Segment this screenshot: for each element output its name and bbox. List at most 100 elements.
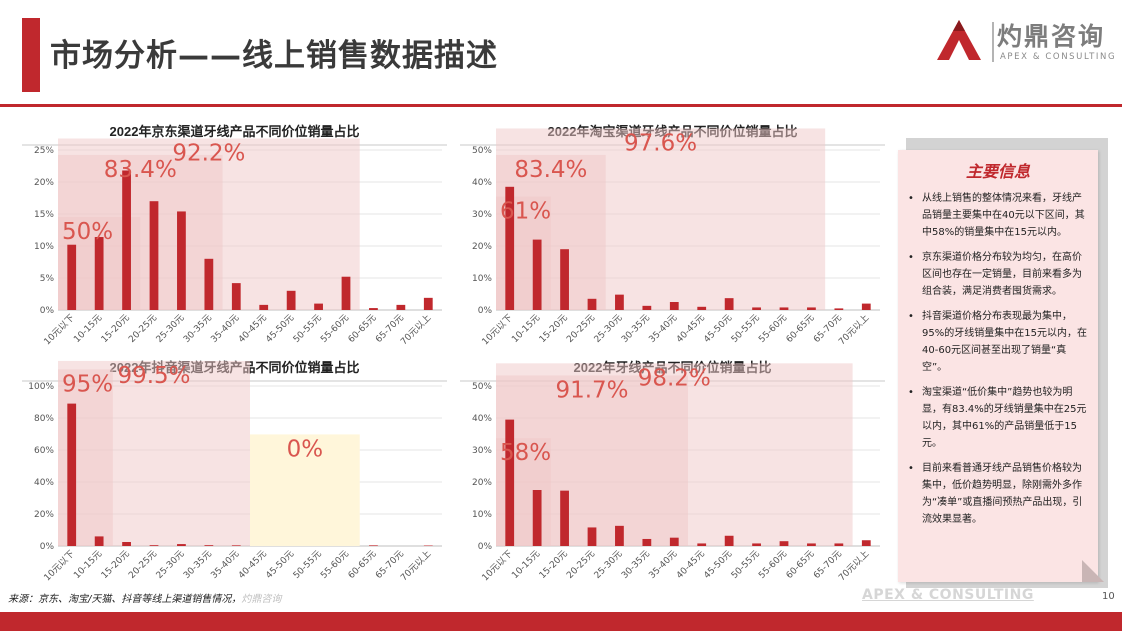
y-tick-label: 50%: [472, 146, 492, 156]
y-tick-label: 10%: [472, 510, 492, 520]
bar: [505, 419, 515, 546]
x-tick-label: 45-50元: [702, 313, 734, 345]
bar: [369, 308, 378, 310]
bar: [149, 201, 159, 310]
x-tick-label: 60-65元: [347, 313, 379, 345]
x-tick-label: 25-30元: [593, 313, 625, 345]
bar: [231, 545, 241, 546]
bar: [724, 298, 734, 310]
bar: [642, 305, 652, 310]
x-tick-label: 60-65元: [785, 313, 817, 345]
x-tick-label: 30-35元: [182, 549, 214, 581]
panel-page-curl: [1082, 560, 1104, 582]
y-tick-label: 0%: [40, 542, 55, 552]
bar: [669, 537, 679, 546]
x-tick-label: 40-45元: [237, 313, 269, 345]
y-tick-label: 50%: [472, 382, 492, 392]
x-tick-label: 40-45元: [237, 549, 269, 581]
bar: [314, 303, 323, 310]
bar: [532, 239, 542, 310]
annotation-label: 61%: [500, 199, 551, 225]
bar: [642, 538, 652, 546]
bar: [341, 276, 351, 310]
annotation-label: 50%: [62, 219, 113, 245]
x-tick-label: 55-60元: [319, 549, 351, 581]
bar: [861, 303, 871, 310]
logo-name-cn: 灼鼎咨询: [997, 22, 1106, 51]
x-tick-label: 30-35元: [182, 313, 214, 345]
x-tick-label: 10元以下: [43, 313, 77, 347]
y-tick-label: 0%: [478, 542, 493, 552]
x-tick-label: 20-25元: [565, 313, 597, 345]
x-tick-label: 10元以下: [481, 313, 515, 347]
chart-overall: 2022年牙线产品不同价位销量占比0%10%20%30%40%50%10元以下1…: [460, 354, 885, 592]
key-info-item: 抖音渠道价格分布表现最为集中，95%的牙线销量集中在15元以内，在40-60元区…: [906, 308, 1091, 376]
annotation-label: 95%: [62, 371, 113, 397]
panel-title: 主要信息: [965, 162, 1030, 181]
page-title: 市场分析——线上销售数据描述: [50, 38, 498, 74]
annotation-label: 83.4%: [104, 157, 177, 183]
key-info-item: 从线上销售的整体情况来看，牙线产品销量主要集中在40元以下区间，其中58%的销量…: [906, 190, 1091, 241]
x-tick-label: 15-20元: [538, 313, 570, 345]
y-tick-label: 40%: [472, 414, 492, 424]
bar: [122, 170, 131, 310]
x-tick-label: 50-55元: [730, 549, 762, 581]
footer-bar: [0, 612, 1122, 631]
bar: [94, 536, 104, 546]
bar: [615, 525, 624, 546]
y-tick-label: 0%: [478, 306, 493, 316]
bar: [779, 541, 789, 546]
bar: [697, 306, 707, 310]
bar: [615, 294, 624, 310]
y-tick-label: 25%: [34, 146, 54, 156]
y-tick-label: 15%: [34, 210, 54, 220]
key-info-item: 淘宝渠道“低价集中”趋势也较为明显，有83.4%的牙线销量集中在25元以内，其中…: [906, 384, 1091, 452]
y-tick-label: 20%: [472, 242, 492, 252]
x-tick-label: 35-40元: [209, 313, 241, 345]
bar: [369, 545, 378, 546]
x-tick-label: 70元以上: [836, 548, 871, 583]
x-tick-label: 10元以下: [43, 549, 77, 583]
x-tick-label: 35-40元: [647, 549, 679, 581]
bar: [560, 490, 569, 546]
bar: [231, 283, 241, 310]
source-note: 来源：京东、淘宝/天猫、抖音等线上渠道销售情况，灼鼎咨询: [8, 590, 281, 605]
x-tick-label: 25-30元: [593, 549, 625, 581]
key-info-item: 京东渠道价格分布较为均匀，在高价区间也存在一定销量，目前来看多为组合装，满足消费…: [906, 249, 1091, 300]
annotation-label: 91.7%: [555, 377, 628, 403]
chart-title: 2022年京东渠道牙线产品不同价位销量占比: [110, 124, 360, 139]
y-tick-label: 30%: [472, 210, 492, 220]
x-tick-label: 10-15元: [72, 313, 104, 345]
x-tick-label: 10-15元: [72, 549, 104, 581]
key-info-panel: 主要信息 从线上销售的整体情况来看，牙线产品销量主要集中在40元以下区间，其中5…: [898, 150, 1098, 582]
chart-douyin: 2022年抖音渠道牙线产品不同价位销量占比0%20%40%60%80%100%1…: [22, 354, 447, 592]
bar: [149, 545, 159, 546]
y-tick-label: 20%: [34, 178, 54, 188]
footer-brand: APEX & CONSULTING: [862, 587, 1034, 603]
source-text: 来源：京东、淘宝/天猫、抖音等线上渠道销售情况，: [8, 594, 242, 605]
x-tick-label: 15-20元: [100, 313, 132, 345]
bar: [204, 258, 214, 310]
x-tick-label: 45-50元: [264, 313, 296, 345]
x-tick-label: 20-25元: [127, 549, 159, 581]
bar: [724, 535, 734, 546]
x-tick-label: 35-40元: [647, 313, 679, 345]
x-tick-label: 10-15元: [510, 549, 542, 581]
x-tick-label: 25-30元: [155, 313, 187, 345]
x-tick-label: 45-50元: [702, 549, 734, 581]
bar: [834, 543, 844, 546]
bar: [560, 249, 569, 310]
bar: [807, 543, 816, 546]
x-tick-label: 70元以上: [398, 312, 433, 347]
highlight-region: [250, 434, 360, 546]
logo-mark-icon: [937, 20, 994, 62]
x-tick-label: 60-65元: [785, 549, 817, 581]
y-tick-label: 40%: [472, 178, 492, 188]
highlight-region: [58, 360, 250, 546]
annotation-label: 98.2%: [638, 365, 711, 391]
bar: [505, 186, 515, 310]
page-number: 10: [1102, 591, 1115, 602]
y-tick-label: 20%: [34, 510, 54, 520]
header-accent-bar: [22, 18, 40, 92]
bar: [752, 307, 761, 310]
